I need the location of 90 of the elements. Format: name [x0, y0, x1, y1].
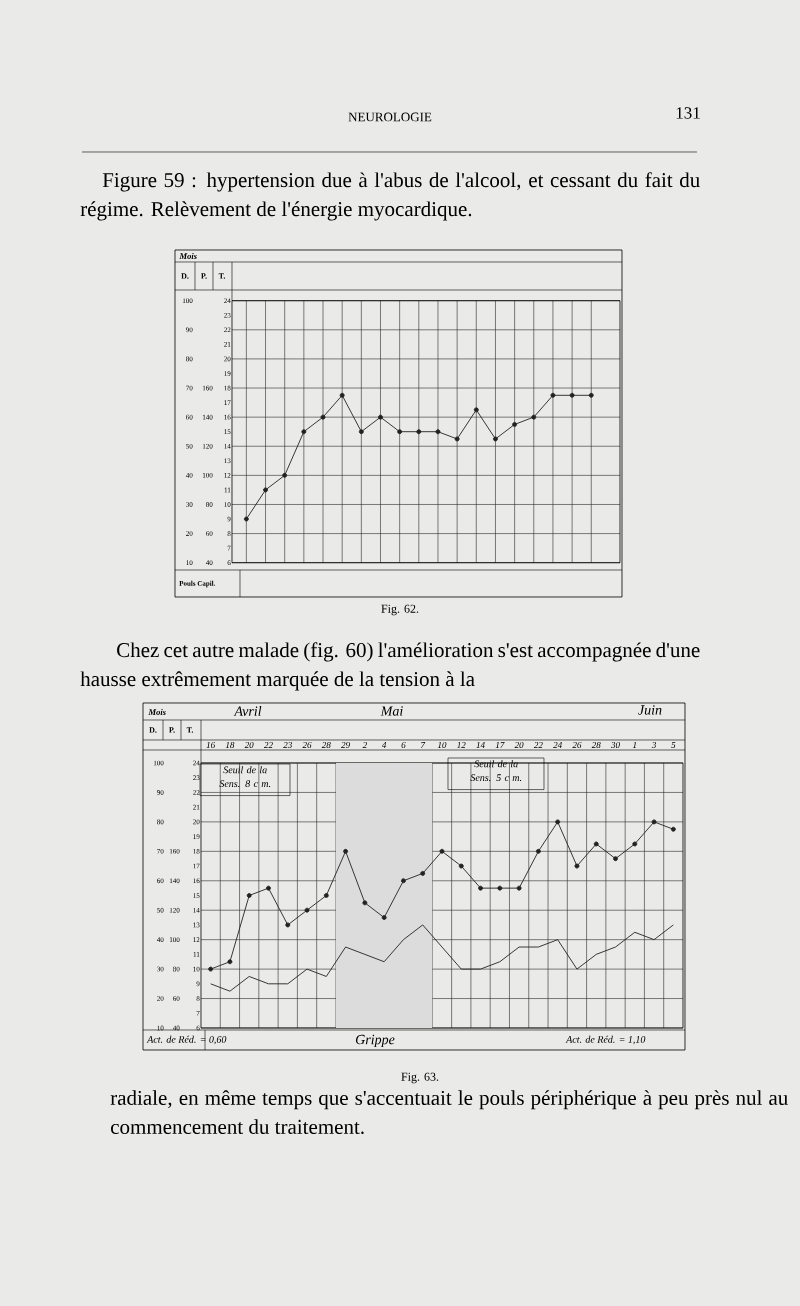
y3-axis-title: P.	[169, 727, 175, 733]
x-axis-title: Mois	[179, 253, 197, 259]
x-tick-label: 20	[514, 741, 524, 749]
chart-title: Figure 59 : hypertension due à l'abus de l'alcool, et cessant du fait du régime. Relèvement de l'énergie myocardique.	[80, 172, 700, 221]
point	[632, 841, 638, 847]
point	[285, 922, 291, 928]
point	[397, 429, 403, 435]
annotation: Seuil de la Sens. 8 c m.	[219, 766, 271, 788]
point	[569, 392, 575, 398]
point	[358, 429, 364, 435]
caption: Fig. 62.	[381, 604, 419, 616]
x-tick-label: 20	[244, 741, 254, 749]
point	[593, 841, 599, 847]
point	[416, 429, 422, 435]
y-axis-title: T.	[218, 273, 226, 279]
point	[282, 472, 288, 478]
text: Mai	[380, 706, 403, 716]
text: Juin	[638, 705, 662, 715]
point	[588, 392, 594, 398]
point	[381, 915, 387, 921]
point	[400, 878, 406, 884]
x-tick-label: 4	[381, 742, 387, 748]
x-axis-title: Mois	[148, 709, 166, 715]
text: Act. de Réd. = 0,60	[146, 1035, 227, 1045]
point	[651, 819, 657, 825]
point	[304, 907, 310, 913]
text: Act. de Réd. = 1,10	[565, 1035, 646, 1045]
y-axis-title: T.	[186, 727, 194, 733]
y2-axis-title: D.	[181, 273, 189, 279]
point	[478, 885, 484, 891]
point	[435, 429, 441, 435]
point	[420, 870, 426, 876]
x-tick-label: 7	[421, 742, 426, 748]
point	[516, 885, 522, 891]
point	[243, 516, 249, 522]
point	[670, 826, 676, 832]
point	[266, 885, 271, 891]
point	[497, 885, 503, 891]
point	[613, 856, 618, 862]
x-tick-label: 17	[495, 742, 505, 748]
band-label: Grippe	[355, 1034, 395, 1048]
point	[493, 436, 498, 442]
x-tick-label: 30	[611, 741, 620, 749]
point	[473, 407, 479, 413]
point	[531, 414, 537, 420]
x-tick-label: 16	[206, 741, 216, 749]
x-tick-label: 22	[533, 742, 543, 748]
x-tick-label: 6	[401, 741, 406, 749]
x-tick-label: 29	[341, 741, 350, 749]
point	[550, 392, 556, 398]
text: NEUROLOGIE	[348, 112, 432, 122]
point	[574, 863, 580, 869]
point	[301, 429, 307, 435]
point	[535, 848, 541, 854]
point	[454, 436, 460, 442]
x-tick-label: 26	[302, 741, 312, 749]
x-tick-label: 28	[591, 741, 601, 749]
point	[362, 900, 368, 906]
y2-axis-title: D.	[149, 727, 157, 733]
x-tick-label: 10	[437, 741, 447, 749]
point	[555, 819, 561, 825]
text: 131	[676, 107, 700, 119]
point	[439, 848, 445, 854]
x-tick-label: 14	[476, 742, 485, 748]
point	[227, 959, 233, 965]
point	[208, 966, 214, 972]
point	[246, 893, 252, 898]
x-tick-label: 5	[671, 742, 676, 748]
point	[263, 487, 268, 493]
point	[458, 863, 464, 869]
point	[343, 848, 349, 854]
x-tick-label: 23	[283, 741, 292, 749]
x-tick-label: 3	[651, 741, 657, 749]
text: Avril	[233, 706, 262, 716]
text: Chez cet autre malade (fig. 60) l'amélioration s'est accompagnée d'une hausse extrêmement marquée de la tension à la	[80, 642, 700, 691]
x-tick-label: 2	[362, 742, 367, 748]
x-tick-label: 28	[321, 741, 331, 749]
point	[323, 893, 329, 898]
point	[320, 414, 326, 420]
x-tick-label: 1	[632, 742, 637, 748]
y3-axis-title: P.	[201, 273, 207, 279]
point	[378, 414, 383, 420]
x-tick-label: 26	[572, 741, 582, 749]
caption: Fig. 63.	[401, 1072, 439, 1084]
point	[339, 392, 345, 398]
point	[512, 421, 518, 427]
x-tick-label: 24	[553, 742, 562, 748]
x-tick-label: 22	[263, 742, 273, 748]
x-tick-label: 12	[457, 742, 466, 748]
text: radiale, en même temps que s'accentuait le pouls périphérique à peu près nul au commencement du traitement.	[110, 1090, 788, 1135]
